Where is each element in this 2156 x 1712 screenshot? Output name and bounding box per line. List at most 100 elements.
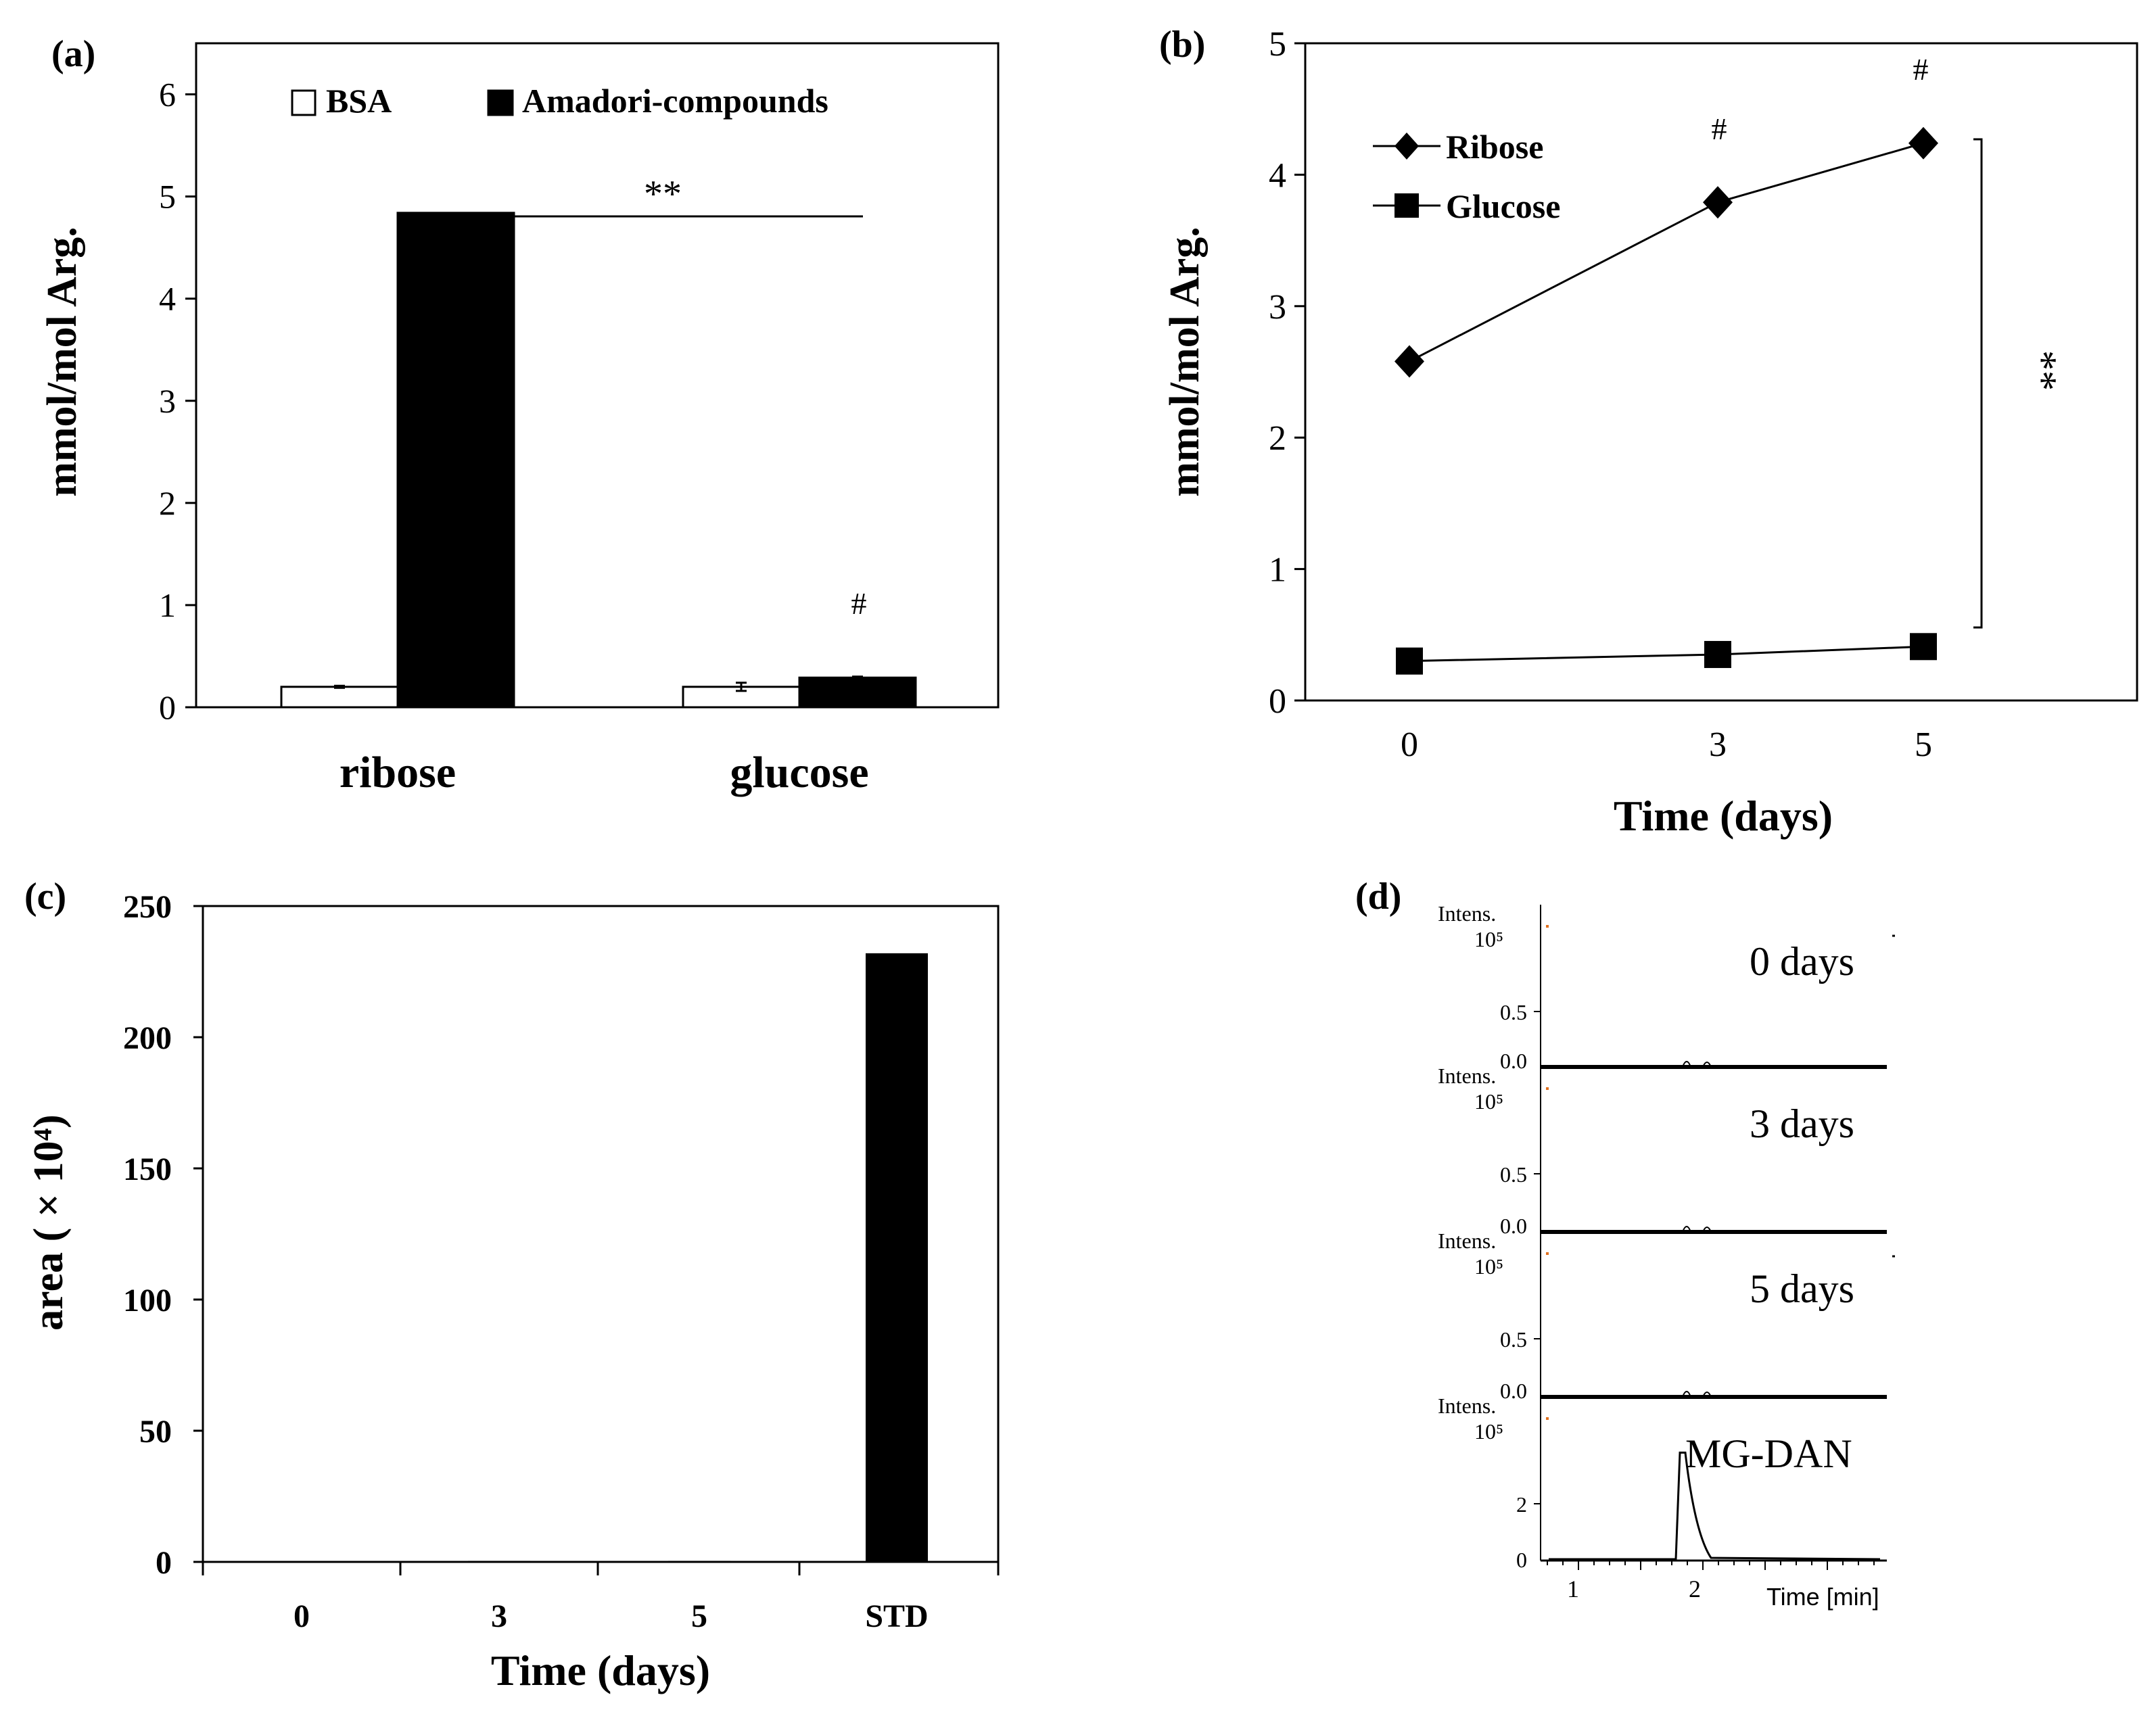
panel-b-x-ticks: 0 3 5 (1401, 726, 1932, 764)
panel-d-trace-mg-dan-marker (1546, 1417, 1549, 1420)
panel-a-legend-swatch-amadori (487, 89, 514, 116)
panel-a-label: (a) (51, 33, 95, 75)
panel-b-x-tick-label: 3 (1709, 726, 1727, 764)
panel-a-bar-ribose-amadori (396, 212, 515, 709)
panel-a-x-label-glucose: glucose (730, 748, 868, 797)
panel-d-trace-3-days-intens: Intens. (1438, 1064, 1496, 1088)
panel-a-y-tick-label: 1 (159, 586, 176, 624)
panel-c-y-tick-label: 150 (123, 1151, 172, 1187)
panel-b-frame (1304, 42, 2138, 702)
panel-d-trace-5-days-signal (1682, 1391, 1712, 1398)
panel-b-y-tick-label: 0 (1269, 682, 1286, 721)
panel-a-legend-amadori: Amadori-compounds (522, 82, 828, 120)
panel-b-point-ribose (1703, 186, 1733, 219)
panel-d-label: (d) (1355, 876, 1401, 918)
panel-b-line-glucose (1409, 645, 1924, 663)
panel-d-trace-mg-dan-peak (1549, 1451, 1881, 1561)
panel-b: (b) 0 1 2 3 4 5 0 3 5 mmol/mol Arg. Time (days)… (1159, 24, 2138, 840)
panel-b-point-ribose (1908, 126, 1938, 160)
panel-b-x-tick-label: 5 (1915, 726, 1932, 764)
panel-d-x-axis-label: Time [min] (1766, 1583, 1879, 1611)
panel-d-trace-3-days-exponent: 10⁵ (1474, 1089, 1503, 1114)
panel-c-y-axis-label: area ( × 10⁴) (26, 1114, 72, 1331)
panel-a-y-tick-label: 3 (159, 382, 176, 420)
panel-c-label: (c) (24, 876, 66, 918)
panel-c-x-axis-label: Time (days) (491, 1646, 710, 1694)
panel-c-y-tick-label: 200 (123, 1020, 172, 1056)
panel-c-x-tick-label: 5 (691, 1598, 707, 1634)
panel-b-y-tick-label: 4 (1269, 156, 1286, 195)
panel-d-trace-3-days-y-tick-label: 0.0 (1500, 1214, 1527, 1238)
panel-d-trace-0-days-signal (1682, 1061, 1712, 1068)
panel-c-x-tick-label: 3 (491, 1598, 507, 1634)
panel-b-y-tick-label: 3 (1269, 288, 1286, 327)
panel-c-x-tick-label: STD (865, 1598, 928, 1634)
panel-b-y-tick-label: 5 (1269, 25, 1286, 64)
panel-a-y-tick-label: 6 (159, 76, 176, 114)
panel-b-point-glucose (1910, 633, 1937, 661)
panel-a-bar-ribose-bsa (280, 686, 399, 709)
panel-c-bar-5 (668, 1561, 730, 1562)
panel-a-hash-ribose: # (447, 243, 463, 277)
panel-b-point-ribose (1395, 345, 1424, 378)
panel-b-legend-ribose: Ribose (1446, 128, 1543, 166)
panel-d-trace-mg-dan-y-tick-label: 2 (1516, 1492, 1527, 1517)
panel-b-legend-marker-glucose (1395, 193, 1419, 218)
panel-a-y-axis-label: mmol/mol Arg. (39, 227, 85, 497)
panel-d-trace-mg-dan-y-tick-label: 0 (1516, 1548, 1527, 1572)
panel-c: (c) 0 50 100 150 200 250 0 3 5 STD area ( × 10⁴)… (24, 876, 1000, 1694)
panel-a-y-tick-label: 0 (159, 688, 176, 726)
panel-b-y-tick-label: 2 (1269, 419, 1286, 458)
panel-d-trace-3-days-y-tick-label: 0.5 (1500, 1162, 1527, 1187)
panel-b-x-axis-label: Time (days) (1614, 792, 1833, 840)
panel-c-frame (202, 905, 1000, 1563)
panel-d-trace-mg-dan-label: MG-DAN (1685, 1431, 1852, 1476)
panel-d-trace-5-days-label: 5 days (1750, 1266, 1854, 1311)
panel-d-trace-3-days-marker (1546, 1087, 1549, 1090)
panel-b-hash-day3: # (1712, 112, 1727, 146)
panel-c-y-tick-label: 0 (156, 1545, 172, 1581)
panel-c-y-tick-label: 50 (139, 1414, 172, 1450)
panel-d-trace-5-days-marker (1546, 1252, 1549, 1255)
panel-a-legend-swatch-bsa (291, 89, 317, 116)
panel-a-x-labels: ribose glucose (339, 748, 869, 797)
panel-c-bar-0 (271, 1562, 333, 1563)
panel-a-y-tick-label: 5 (159, 178, 176, 216)
panel-d-trace-5-days-exponent: 10⁵ (1474, 1254, 1503, 1279)
panel-b-legend-glucose: Glucose (1446, 187, 1560, 225)
panel-d-trace-5-days-intens: Intens. (1438, 1229, 1496, 1253)
panel-c-bar-3 (468, 1561, 530, 1562)
panel-a-legend-bsa: BSA (326, 82, 392, 120)
panel-d-trace-3-days-signal (1682, 1226, 1712, 1233)
panel-c-x-tick-label: 0 (294, 1598, 310, 1634)
panel-b-label: (b) (1159, 24, 1205, 66)
panel-c-y-ticks: 0 50 100 150 200 250 (123, 889, 203, 1581)
panel-b-significance-bracket (1973, 138, 1983, 629)
panel-d-trace-5-days-y-tick-label: 0.0 (1500, 1379, 1527, 1403)
panel-b-point-glucose (1704, 640, 1731, 668)
panel-d-trace-0-days-y-tick-label: 0.0 (1500, 1049, 1527, 1073)
panel-a-bars (280, 212, 917, 709)
panel-d-x-tick-label: 2 (1689, 1575, 1701, 1602)
panel-a-hash-glucose: # (851, 586, 867, 621)
panel-a-x-label-ribose: ribose (339, 748, 456, 797)
panel-d-trace-mg-dan-exponent: 10⁵ (1474, 1419, 1503, 1444)
panel-b-y-tick-label: 1 (1269, 551, 1286, 590)
panel-d-trace-0-days-marker (1546, 925, 1549, 928)
panel-d-trace-0-days-label: 0 days (1750, 939, 1854, 984)
panel-b-legend-marker-ribose (1395, 133, 1419, 160)
panel-d-trace-0-days-exponent: 10⁵ (1474, 927, 1503, 951)
panel-d-trace-0-days-y-tick-label: 0.5 (1500, 1000, 1527, 1024)
panel-b-line-ribose (1409, 142, 1924, 362)
panel-a-y-tick-label: 2 (159, 484, 176, 522)
panel-d-trace-3-days-label: 3 days (1750, 1101, 1854, 1146)
panel-d-x-tick-label: 1 (1567, 1575, 1579, 1602)
panel-b-y-ticks: 0 1 2 3 4 5 (1269, 25, 1305, 721)
panel-b-significance: ** (2020, 350, 2065, 391)
panel-b-series (1395, 126, 1938, 675)
panel-a-frame (195, 42, 1000, 709)
